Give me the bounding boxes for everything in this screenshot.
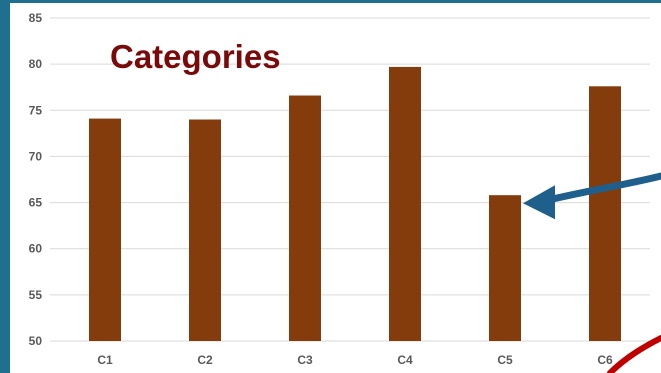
- bar-c2: [189, 119, 221, 341]
- bar-c4: [389, 66, 421, 341]
- category-label: C6: [597, 353, 613, 367]
- y-tick-label: 60: [29, 242, 43, 256]
- category-label: C3: [297, 353, 313, 367]
- arrowhead-icon: [523, 185, 555, 220]
- category-label: C5: [497, 353, 513, 367]
- y-tick-label: 70: [29, 149, 43, 163]
- bar-c6: [589, 86, 621, 341]
- x-axis-category-labels: C1 C2 C3 C4 C5 C6: [97, 353, 613, 367]
- category-label: C2: [197, 353, 213, 367]
- category-label: C1: [97, 353, 113, 367]
- chart-title: Categories: [110, 38, 281, 75]
- bar-c3: [289, 95, 321, 342]
- arrow-annotation: [539, 172, 661, 205]
- category-label: C4: [397, 353, 413, 367]
- y-axis-tick-labels: 50 55 60 65 70 75 80 85: [29, 11, 43, 348]
- y-tick-label: 75: [29, 103, 43, 117]
- bar-c1: [89, 118, 121, 341]
- y-tick-label: 55: [29, 288, 43, 302]
- y-tick-label: 65: [29, 196, 43, 210]
- bar-c5: [489, 195, 521, 341]
- bars: [89, 66, 621, 342]
- y-tick-label: 80: [29, 57, 43, 71]
- y-tick-label: 50: [29, 334, 43, 348]
- y-tick-label: 85: [29, 11, 43, 25]
- circle-annotation: [607, 335, 661, 373]
- annotations: [523, 172, 661, 373]
